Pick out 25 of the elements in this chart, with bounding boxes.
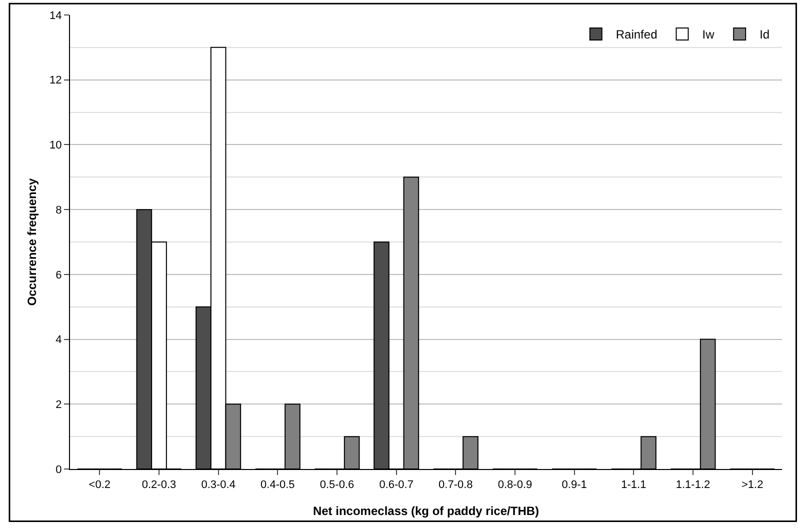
y-tick-label: 8 bbox=[56, 204, 62, 216]
x-tick-label: >1.2 bbox=[741, 479, 764, 492]
legend-label: Iw bbox=[702, 28, 715, 42]
x-tick-label: 1-1.1 bbox=[621, 479, 646, 492]
x-tick-label: 0.5-0.6 bbox=[320, 479, 354, 492]
y-tick-label: 10 bbox=[50, 140, 62, 152]
legend-label: Id bbox=[760, 28, 770, 42]
y-tick-label: 12 bbox=[50, 74, 62, 87]
y-tick-label: 4 bbox=[56, 334, 62, 346]
y-tick-label: 6 bbox=[56, 269, 62, 282]
legend-label: Rainfed bbox=[616, 28, 658, 42]
y-tick-label: 2 bbox=[56, 398, 62, 411]
x-tick-label: 0.7-0.8 bbox=[438, 479, 473, 492]
x-tick-label: 1.1-1.2 bbox=[676, 479, 710, 492]
x-tick-label: 0.3-0.4 bbox=[201, 479, 236, 492]
x-tick-label: 0.6-0.7 bbox=[379, 479, 414, 492]
x-axis-title: Net incomeclass (kg of paddy rice/THB) bbox=[312, 504, 540, 518]
x-tick-label: 0.2-0.3 bbox=[142, 479, 176, 492]
y-tick-label: 14 bbox=[50, 10, 62, 22]
x-tick-label: 0.4-0.5 bbox=[260, 479, 295, 492]
x-tick-label: 0.9-1 bbox=[562, 479, 587, 492]
x-tick-label: <0.2 bbox=[88, 479, 111, 492]
x-tick-label: 0.8-0.9 bbox=[498, 479, 532, 492]
y-axis-title: Occurrence frequency bbox=[25, 178, 39, 306]
y-tick-label: 0 bbox=[56, 464, 62, 476]
